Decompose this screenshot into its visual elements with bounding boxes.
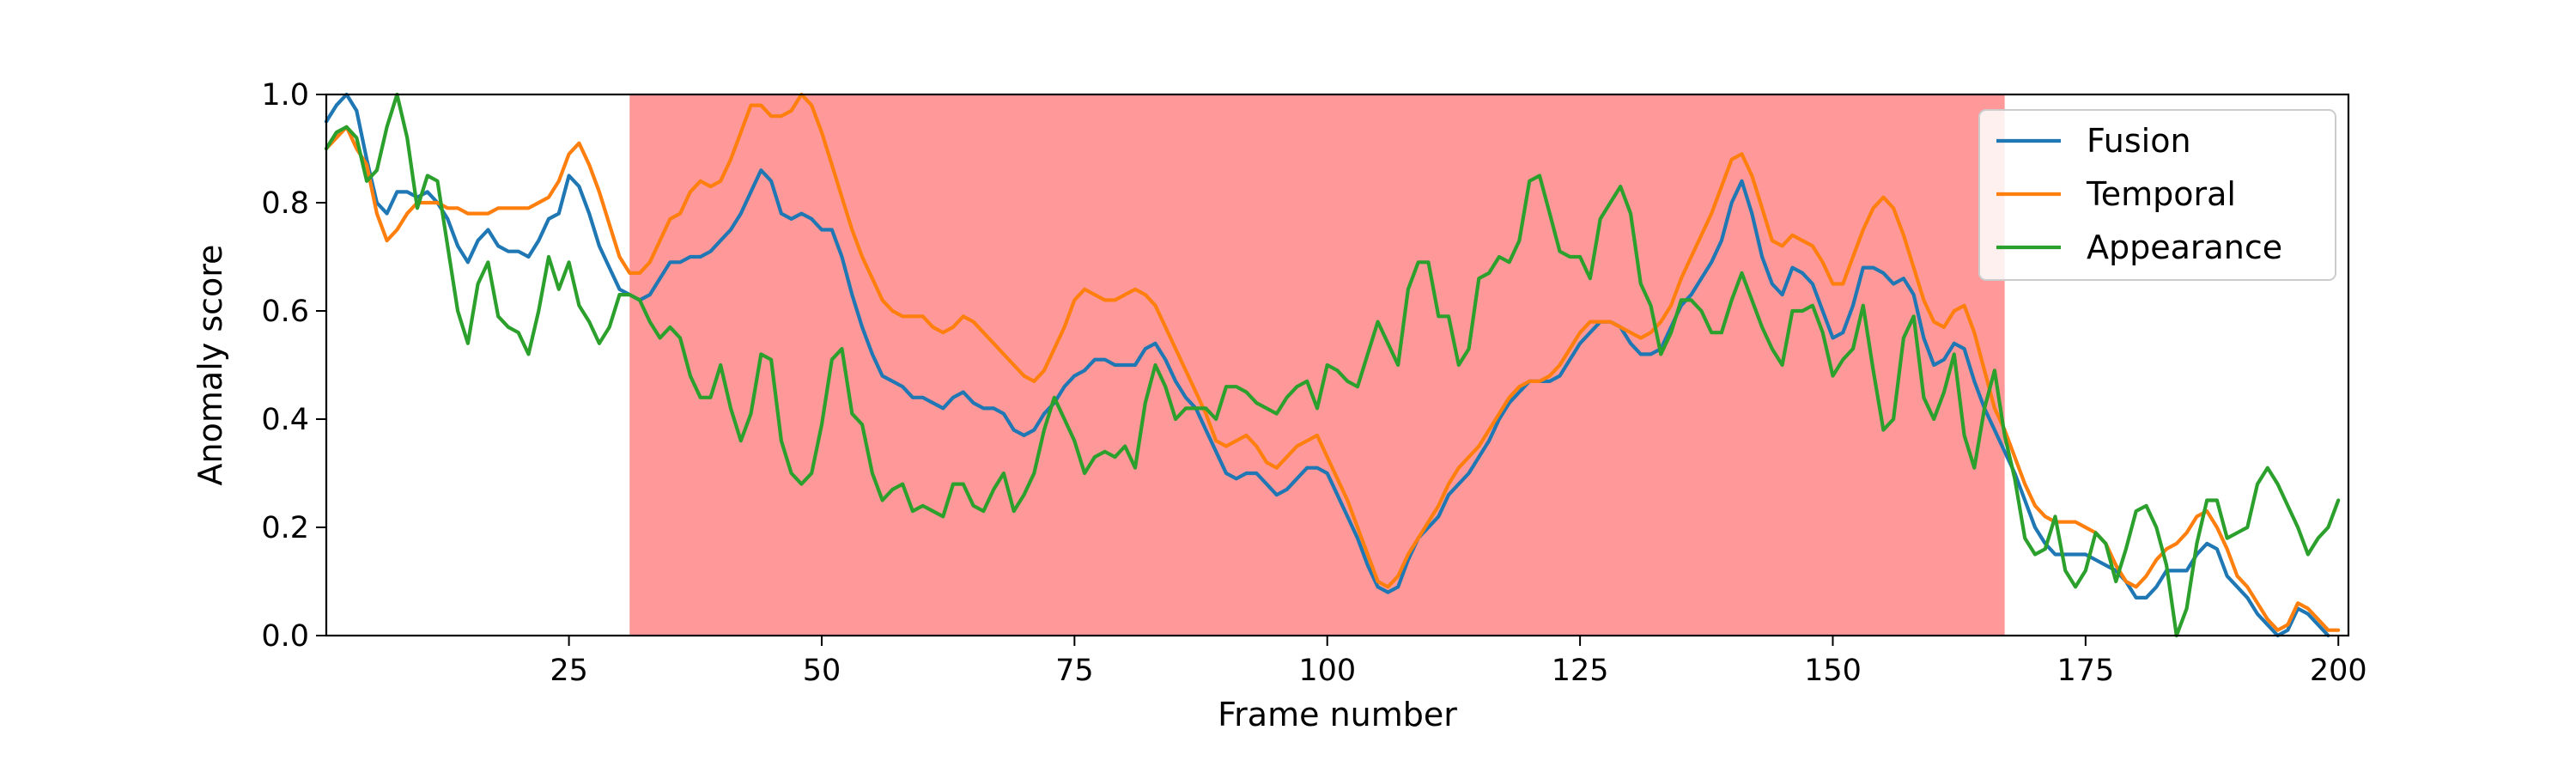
x-tick-label: 150 xyxy=(1804,654,1862,688)
y-axis: 0.0 0.2 0.4 0.6 0.8 1.0 xyxy=(261,78,326,654)
y-tick-label: 0.4 xyxy=(261,403,309,437)
legend-label-temporal: Temporal xyxy=(2086,175,2236,213)
y-tick-label: 0.6 xyxy=(261,295,309,329)
x-tick-label: 175 xyxy=(2057,654,2114,688)
x-axis-label: Frame number xyxy=(1218,696,1457,733)
series-layer xyxy=(324,92,2341,638)
series-line-fusion xyxy=(324,92,2330,638)
plot-frame xyxy=(325,93,2350,637)
highlight-region-layer xyxy=(629,94,2005,636)
legend: Fusion Temporal Appearance xyxy=(1978,109,2336,281)
x-tick-label: 25 xyxy=(550,654,588,688)
y-tick-label: 1.0 xyxy=(261,78,309,113)
y-tick-label: 0.8 xyxy=(261,186,309,221)
x-tick-label: 200 xyxy=(2310,654,2367,688)
x-tick-label: 75 xyxy=(1055,654,1094,688)
x-tick-label: 125 xyxy=(1552,654,1609,688)
y-axis-label: Anomaly score xyxy=(191,245,229,486)
x-tick-label: 100 xyxy=(1298,654,1356,688)
legend-label-appearance: Appearance xyxy=(2087,228,2282,266)
y-tick-label: 0.0 xyxy=(261,619,309,654)
y-tick-label: 0.2 xyxy=(261,511,309,545)
series-line-appearance xyxy=(324,92,2341,638)
legend-label-fusion: Fusion xyxy=(2087,122,2191,160)
legend-box xyxy=(1978,109,2336,281)
highlight-region xyxy=(629,94,2005,636)
x-axis: 25 50 75 100 125 150 175 200 xyxy=(550,636,2367,688)
x-tick-label: 50 xyxy=(803,654,841,688)
